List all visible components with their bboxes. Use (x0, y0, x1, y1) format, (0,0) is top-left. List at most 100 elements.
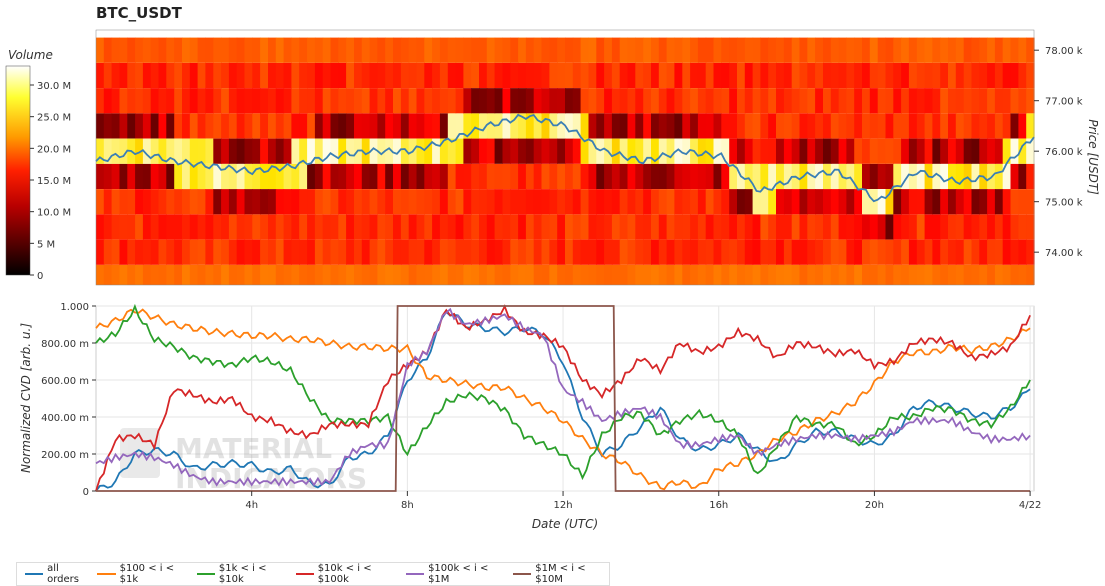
legend-swatch (196, 573, 215, 575)
heatmap-cell (948, 113, 957, 139)
heatmap-cell (525, 113, 535, 139)
heatmap-cell (666, 113, 675, 139)
heatmap-cell (260, 163, 269, 189)
heatmap-cell (908, 163, 918, 189)
legend-item[interactable]: $10k < i < $100k (295, 563, 398, 585)
heatmap-cell (565, 189, 574, 215)
heatmap-cell (619, 264, 629, 285)
heatmap-cell (635, 189, 644, 215)
heatmap-cell (486, 62, 496, 88)
heatmap-cell (987, 264, 996, 285)
heatmap-cell (627, 113, 636, 139)
heatmap-cell (96, 189, 105, 215)
heatmap-cell (885, 88, 894, 114)
heatmap-cell (893, 62, 902, 88)
heatmap-cell (510, 163, 519, 189)
heatmap-cell (228, 264, 238, 285)
heatmap-cell (862, 88, 871, 114)
heatmap-cell (994, 88, 1004, 114)
heatmap-cell (729, 189, 738, 215)
heatmap-cell (1010, 163, 1019, 189)
heatmap-cell (862, 62, 871, 88)
heatmap-cell (291, 239, 300, 265)
heatmap-cell (971, 62, 980, 88)
heatmap-cell (705, 138, 715, 164)
heatmap-cell (432, 37, 441, 63)
heatmap-cell (987, 62, 996, 88)
heatmap-cell (1010, 88, 1019, 114)
heatmap-cell (799, 88, 808, 114)
legend: all orders $100 < i < $1k $1k < i < $10k $1… (16, 562, 610, 586)
heatmap-cell (737, 62, 746, 88)
legend-item[interactable]: $1M < i < $10M (513, 563, 609, 585)
heatmap-cell (471, 214, 480, 240)
heatmap-cell (901, 264, 910, 285)
legend-item[interactable]: $100 < i < $1k (97, 563, 188, 585)
heatmap-cell (96, 113, 105, 139)
heatmap-cell (580, 62, 589, 88)
heatmap-cell (557, 88, 566, 114)
heatmap-cell (541, 264, 550, 285)
heatmap-cell (268, 138, 277, 164)
heatmap-cell (103, 138, 113, 164)
heatmap-cell (901, 163, 910, 189)
heatmap-cell (877, 88, 887, 114)
heatmap-cell (791, 113, 801, 139)
heatmap-cell (479, 189, 488, 215)
heatmap-cell (611, 163, 621, 189)
heatmap-cell (979, 37, 988, 63)
heatmap-cell (150, 163, 160, 189)
heatmap-cell (494, 62, 503, 88)
heatmap-cell (182, 189, 191, 215)
heatmap-cell (486, 239, 496, 265)
heatmap-cell (729, 214, 738, 240)
heatmap-cell (314, 113, 324, 139)
heatmap-cell (1002, 37, 1012, 63)
heatmap-cell (518, 113, 527, 139)
heatmap-cell (252, 113, 261, 139)
heatmap-cell (354, 62, 363, 88)
heatmap-cell (721, 88, 730, 114)
heatmap-cell (611, 264, 621, 285)
heatmap-cell (189, 37, 199, 63)
legend-item[interactable]: $100k < i < $1M (405, 563, 505, 585)
heatmap-cell (1018, 239, 1027, 265)
heatmap-cell (377, 214, 386, 240)
heatmap-cell (275, 239, 285, 265)
heatmap-cell (525, 138, 535, 164)
heatmap-cell (111, 189, 120, 215)
heatmap-cell (697, 138, 707, 164)
heatmap-cell (823, 264, 832, 285)
heatmap-cell (658, 88, 668, 114)
heatmap-cell (479, 113, 488, 139)
heatmap-cell (244, 37, 253, 63)
heatmap-cell (361, 239, 371, 265)
heatmap-cell (525, 37, 535, 63)
heatmap-cell (932, 138, 941, 164)
heatmap-cell (627, 239, 636, 265)
heatmap-cell (565, 163, 574, 189)
heatmap-cell (213, 264, 222, 285)
heatmap-cell (228, 37, 238, 63)
heatmap-cell (963, 88, 973, 114)
heatmap-cell (768, 62, 777, 88)
heatmap-cell (666, 88, 675, 114)
heatmap-cell (416, 239, 425, 265)
heatmap-cell (174, 37, 183, 63)
heatmap-cell (830, 239, 840, 265)
legend-item[interactable]: $1k < i < $10k (196, 563, 288, 585)
heatmap-cell (901, 239, 910, 265)
heatmap-cell (119, 138, 128, 164)
heatmap-cell (776, 62, 785, 88)
heatmap-cell (111, 264, 120, 285)
heatmap-cell (471, 163, 480, 189)
heatmap-cell (776, 163, 785, 189)
heatmap-cell (893, 138, 902, 164)
cvd-y-tick-label: 0 (83, 487, 89, 498)
legend-item[interactable]: all orders (25, 563, 89, 585)
heatmap-cell (955, 163, 965, 189)
heatmap-cell (322, 62, 332, 88)
heatmap-cell (690, 113, 699, 139)
heatmap-cell (119, 214, 128, 240)
heatmap-cell (721, 62, 730, 88)
